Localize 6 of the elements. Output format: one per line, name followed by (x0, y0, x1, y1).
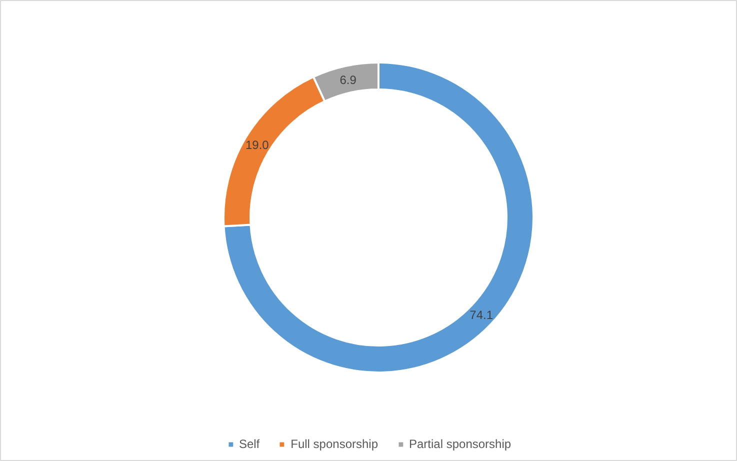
data-label: 6.9 (340, 72, 357, 87)
legend-label: Full sponsorship (290, 437, 378, 451)
legend-label: Self (238, 437, 260, 451)
data-label: 74.1 (470, 308, 494, 322)
legend-label: Partial sponsorship (409, 437, 512, 451)
data-label: 19.0 (245, 138, 270, 152)
